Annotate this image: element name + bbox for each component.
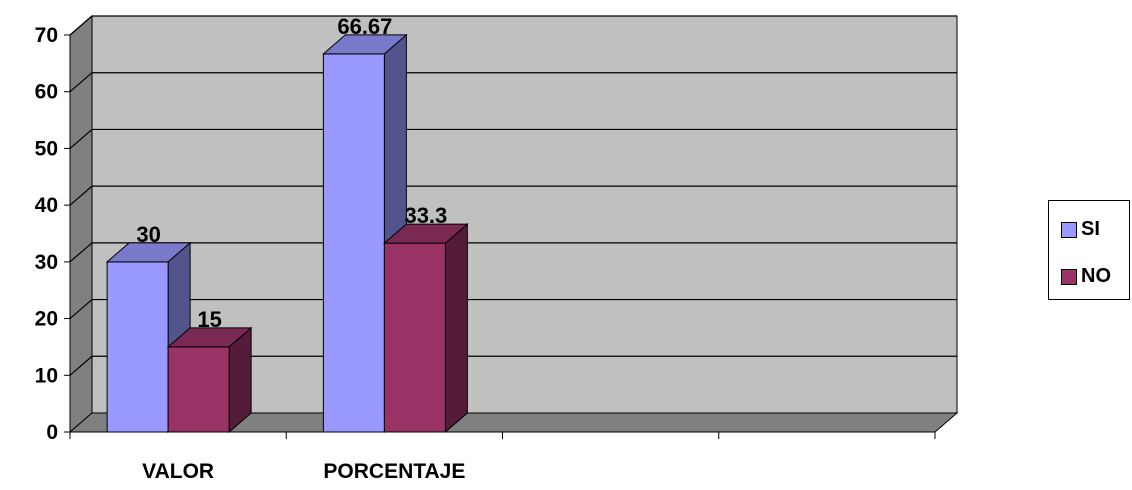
data-label: 30 xyxy=(136,222,160,247)
y-tick-label: 60 xyxy=(35,81,58,104)
y-tick-label: 50 xyxy=(35,137,58,160)
y-tick-label: 30 xyxy=(35,251,58,274)
bar-no-valor xyxy=(167,346,230,433)
gridline xyxy=(69,72,957,93)
x-category-label: VALOR xyxy=(142,460,214,483)
data-label: 66.67 xyxy=(337,14,392,39)
legend-item-no: NO xyxy=(1061,265,1111,288)
gridline xyxy=(69,128,957,149)
legend: SI NO xyxy=(1048,200,1130,300)
bar-side-no xyxy=(444,223,468,434)
gridline xyxy=(69,355,957,376)
legend-label-si: SI xyxy=(1081,218,1100,240)
bar-top-si xyxy=(105,242,192,263)
bar-no-porcentaje xyxy=(383,242,446,433)
gridline xyxy=(69,15,957,36)
gridline xyxy=(69,185,957,206)
gridline xyxy=(69,298,957,320)
gridline xyxy=(69,242,957,263)
legend-swatch-no xyxy=(1061,268,1077,285)
legend-label-no: NO xyxy=(1081,265,1111,287)
data-label: 15 xyxy=(197,307,221,332)
legend-swatch-si xyxy=(1061,221,1077,238)
plot-side-wall xyxy=(69,14,93,434)
y-tick-label: 10 xyxy=(35,364,58,387)
y-tick-label: 0 xyxy=(46,421,58,444)
y-tick-label: 20 xyxy=(35,308,58,331)
legend-item-si: SI xyxy=(1061,218,1100,241)
y-tick-label: 40 xyxy=(35,194,58,217)
x-category-label: PORCENTAJE xyxy=(323,460,465,483)
y-tick-label: 70 xyxy=(35,24,58,47)
bar-top-no xyxy=(383,223,469,244)
data-label: 33.3 xyxy=(404,203,447,228)
bar-si-valor xyxy=(106,261,169,433)
bar-top-no xyxy=(166,327,253,348)
bar-si-porcentaje xyxy=(322,53,385,433)
bar-top-si xyxy=(322,34,408,55)
